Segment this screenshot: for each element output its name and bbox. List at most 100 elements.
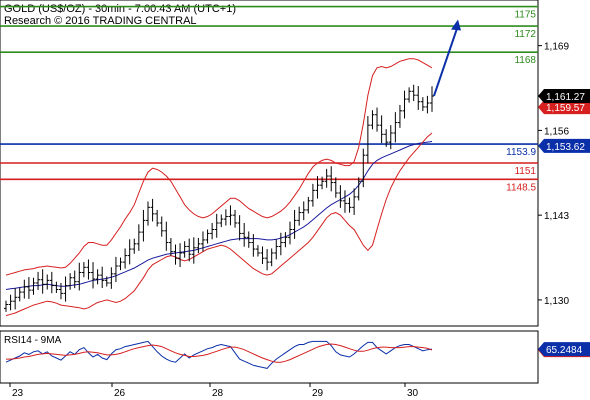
- ohlc-bar: [95, 269, 100, 285]
- ohlc-bar: [347, 197, 352, 213]
- ohlc-bar: [393, 112, 398, 143]
- x-tick-label-2: 28: [212, 388, 224, 399]
- chart-subtitle: Research © 2016 TRADING CENTRAL: [4, 15, 197, 27]
- price-bars: [4, 84, 434, 312]
- ohlc-bar: [223, 209, 228, 226]
- ohlc-bar: [178, 243, 183, 267]
- ohlc-bar: [246, 231, 251, 248]
- ohlc-bar: [36, 271, 41, 291]
- ohlc-bar: [333, 177, 338, 198]
- level-label-2: 1168: [514, 55, 536, 66]
- x-tick-label-0: 23: [12, 388, 24, 399]
- ohlc-bar: [315, 176, 320, 199]
- ohlc-bar: [375, 107, 380, 132]
- tag-price-label: 1,159.57: [546, 103, 585, 114]
- blue-tag-label: 1,153.62: [546, 142, 585, 153]
- ohlc-bar: [297, 206, 302, 226]
- rsi-panel-frame: [0, 330, 539, 384]
- rsi-line-0: [5, 340, 433, 369]
- ohlc-bar: [72, 270, 77, 289]
- ohlc-bar: [379, 115, 384, 144]
- level-label-0: 1175: [514, 10, 536, 21]
- ohlc-bar: [242, 222, 247, 247]
- ohlc-bar: [187, 238, 192, 262]
- ohlc-bar: [292, 209, 297, 239]
- ohlc-bar: [356, 177, 361, 201]
- blue-tag-bg: [538, 138, 590, 153]
- level-label-5: 1148.5: [506, 182, 536, 193]
- chart-title: GOLD (US$/OZ) - 30min - 7:00:43 AM (UTC+…: [4, 3, 236, 15]
- y-tick-label-0: 1,169: [544, 42, 569, 53]
- time-axis: 23 26 28 29 30: [9, 383, 419, 399]
- ohlc-bar: [54, 281, 59, 294]
- ohlc-bar: [77, 262, 82, 291]
- ohlc-bar: [420, 97, 425, 112]
- ohlc-bar: [91, 262, 96, 289]
- projection-arrowhead: [451, 19, 461, 31]
- ohlc-bar: [265, 249, 270, 271]
- ohlc-bar: [416, 86, 421, 110]
- rsi-value-tag-bg: [538, 342, 590, 357]
- ohlc-bar: [191, 237, 196, 264]
- ohlc-bar: [104, 276, 109, 287]
- ohlc-bar: [150, 198, 155, 222]
- ohlc-bar: [49, 271, 54, 294]
- ohlc-bar: [365, 116, 370, 164]
- y-tick-label-1: 1,156: [544, 126, 569, 137]
- ohlc-bar: [411, 84, 416, 102]
- ohlc-bar: [288, 221, 292, 245]
- ohlc-bar: [320, 176, 325, 190]
- ohlc-bar: [155, 209, 160, 227]
- ohlc-bar: [45, 274, 50, 290]
- ohlc-bar: [219, 214, 224, 228]
- ohlc-bar: [196, 237, 201, 254]
- ohlc-bar: [301, 201, 306, 221]
- ohlc-bar: [40, 269, 45, 294]
- ohlc-bar: [388, 125, 393, 150]
- ohlc-bar: [132, 238, 137, 254]
- ohlc-bar: [22, 279, 27, 299]
- ohlc-bar: [251, 234, 256, 257]
- ohlc-bar: [4, 300, 8, 312]
- ohlc-bar: [352, 188, 357, 215]
- ohlc-bar: [260, 246, 265, 265]
- ohlc-bar: [17, 287, 22, 302]
- current-price-bg: [538, 89, 590, 104]
- ohlc-bar: [127, 239, 132, 265]
- projection-line: [433, 25, 459, 97]
- ohlc-bar: [370, 110, 375, 130]
- ohlc-bar: [146, 201, 150, 226]
- ohlc-bar: [168, 237, 173, 256]
- ohlc-bar: [159, 216, 164, 237]
- ohlc-bar: [173, 244, 178, 265]
- ohlc-bar: [164, 221, 169, 251]
- ohlc-bar: [342, 190, 347, 213]
- current-price-label: 1,161.27: [546, 92, 585, 103]
- ohlc-bar: [100, 266, 105, 288]
- overlay-line-0: [5, 141, 433, 290]
- ohlc-bar: [310, 183, 315, 207]
- y-tick-label-2: 1,143: [544, 211, 569, 222]
- ohlc-bar: [283, 232, 288, 248]
- ohlc-bar: [237, 215, 242, 241]
- ohlc-bar: [425, 95, 430, 114]
- ohlc-bar: [109, 267, 114, 289]
- ohlc-bar: [136, 224, 141, 251]
- rsi-line-1: [6, 343, 433, 363]
- ohlc-bar: [278, 232, 283, 256]
- ohlc-bar: [397, 104, 402, 128]
- ohlc-bar: [123, 248, 128, 269]
- rsi-title: RSI14 - 9MA: [4, 335, 62, 346]
- ohlc-bar: [63, 276, 68, 302]
- ohlc-bar: [13, 288, 18, 310]
- ohlc-bar: [31, 277, 36, 295]
- bollinger-bands: [5, 58, 433, 317]
- rsi-value-tag-label: 65.2484: [546, 345, 583, 356]
- price-axis: 1,169 1,156 1,143 1,130: [538, 42, 569, 307]
- ohlc-bar: [205, 229, 210, 244]
- projection-arrow: [433, 19, 461, 97]
- ohlc-bar: [81, 262, 86, 278]
- ohlc-bar: [361, 148, 366, 188]
- level-label-3: 1153.9: [506, 147, 536, 158]
- ohlc-bar: [338, 185, 343, 208]
